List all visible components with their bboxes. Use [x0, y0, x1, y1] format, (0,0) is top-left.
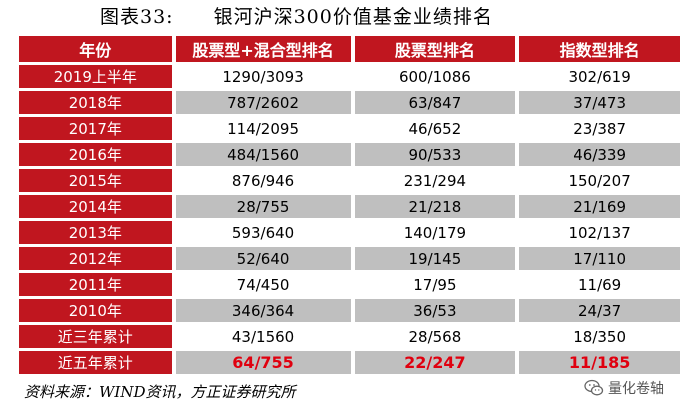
cell-index: 23/387	[573, 119, 627, 138]
wechat-icon	[584, 378, 604, 398]
cell-index: 102/137	[568, 223, 631, 242]
cell-stock: 140/179	[403, 223, 467, 242]
table-row: 2015年 876/946 231/294 150/207	[19, 169, 680, 192]
row-label: 近五年累计	[19, 351, 172, 374]
table-row: 2011年 74/450 17/95 11/69	[19, 273, 680, 296]
row-label: 近三年累计	[19, 325, 172, 348]
header-year: 年份	[19, 36, 172, 62]
table-row: 2012年 52/640 19/145 17/110	[19, 247, 680, 270]
cell-stock-mixed: 876/946	[231, 171, 295, 190]
cell-stock: 28/568	[408, 327, 462, 346]
table-row: 2017年 114/2095 46/652 23/387	[19, 117, 680, 140]
watermark: 量化卷轴	[584, 373, 664, 403]
cell-index: 24/37	[519, 299, 680, 322]
cell-stock-mixed: 64/755	[175, 351, 351, 374]
cell-stock-mixed: 484/1560	[175, 143, 351, 166]
table-row: 2013年 593/640 140/179 102/137	[19, 221, 680, 244]
figure-title: 图表33: 银河沪深300价值基金业绩排名	[100, 2, 493, 32]
table-row: 2010年 346/364 36/53 24/37	[19, 299, 680, 322]
cell-index: 37/473	[519, 91, 680, 114]
cell-stock-mixed: 346/364	[175, 299, 351, 322]
cell-index: 302/619	[568, 67, 631, 86]
cell-stock: 90/533	[354, 143, 516, 166]
cell-stock: 46/652	[408, 119, 462, 138]
cell-stock: 22/247	[354, 351, 516, 374]
header-stock-rank: 股票型排名	[354, 36, 516, 62]
cell-stock-mixed: 593/640	[231, 223, 295, 242]
header-stock-mixed-rank: 股票型+混合型排名	[175, 36, 351, 62]
row-label: 2012年	[19, 247, 172, 270]
cell-stock-mixed: 43/1560	[231, 327, 295, 346]
row-label: 2011年	[19, 273, 172, 296]
row-label: 2010年	[19, 299, 172, 322]
row-label: 2013年	[19, 221, 172, 244]
row-label: 2017年	[19, 117, 172, 140]
cell-index: 17/110	[519, 247, 680, 270]
cell-stock: 19/145	[354, 247, 516, 270]
header-index-rank: 指数型排名	[519, 36, 680, 62]
cell-stock: 17/95	[413, 275, 457, 294]
source-note: 资料来源：WIND资讯，方正证券研究所	[24, 383, 296, 401]
table-row: 2016年 484/1560 90/533 46/339	[19, 143, 680, 166]
table-row: 2018年 787/2602 63/847 37/473	[19, 91, 680, 114]
watermark-text: 量化卷轴	[608, 381, 664, 397]
table-row: 2019上半年 1290/3093 600/1086 302/619	[19, 65, 680, 88]
cell-stock: 36/53	[354, 299, 516, 322]
row-label: 2015年	[19, 169, 172, 192]
cell-stock-mixed: 52/640	[175, 247, 351, 270]
cell-stock-mixed: 1290/3093	[222, 67, 304, 86]
cell-stock-mixed: 114/2095	[227, 119, 299, 138]
table-header-row: 年份 股票型+混合型排名 股票型排名 指数型排名	[19, 36, 680, 62]
row-label: 2019上半年	[19, 65, 172, 88]
ranking-table: 年份 股票型+混合型排名 股票型排名 指数型排名 2019上半年 1290/30…	[15, 33, 684, 377]
cell-stock: 231/294	[403, 171, 467, 190]
cell-stock-mixed: 28/755	[175, 195, 351, 218]
figure-title-text: 银河沪深300价值基金业绩排名	[213, 6, 493, 28]
cell-stock: 63/847	[354, 91, 516, 114]
cell-index: 46/339	[519, 143, 680, 166]
table-row: 2014年 28/755 21/218 21/169	[19, 195, 680, 218]
row-label: 2016年	[19, 143, 172, 166]
row-label: 2014年	[19, 195, 172, 218]
cell-index: 150/207	[568, 171, 631, 190]
cell-index: 11/185	[519, 351, 680, 374]
table-row: 近五年累计 64/755 22/247 11/185	[19, 351, 680, 374]
cell-stock: 600/1086	[398, 67, 471, 86]
cell-stock-mixed: 787/2602	[175, 91, 351, 114]
table-row: 近三年累计 43/1560 28/568 18/350	[19, 325, 680, 348]
cell-index: 21/169	[519, 195, 680, 218]
cell-stock: 21/218	[354, 195, 516, 218]
cell-index: 11/69	[578, 275, 622, 294]
cell-stock-mixed: 74/450	[236, 275, 290, 294]
row-label: 2018年	[19, 91, 172, 114]
cell-index: 18/350	[573, 327, 627, 346]
figure-number: 图表33:	[100, 6, 174, 28]
